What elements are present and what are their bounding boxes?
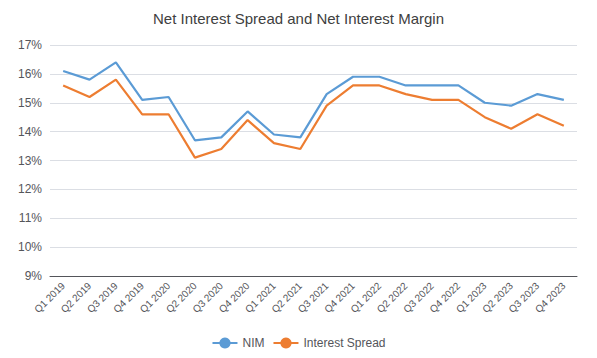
svg-text:11%: 11% [19, 211, 42, 225]
svg-text:9%: 9% [25, 269, 43, 283]
svg-text:Q2 2021: Q2 2021 [269, 280, 305, 315]
svg-text:Q1 2023: Q1 2023 [453, 280, 489, 315]
svg-text:Q2 2019: Q2 2019 [58, 280, 94, 315]
svg-text:Q4 2021: Q4 2021 [322, 280, 357, 315]
svg-text:Q4 2022: Q4 2022 [427, 280, 463, 315]
svg-text:NIM: NIM [242, 336, 264, 350]
svg-text:Interest Spread: Interest Spread [303, 336, 385, 350]
svg-text:Q3 2022: Q3 2022 [401, 280, 436, 315]
svg-text:Q4 2020: Q4 2020 [216, 280, 252, 315]
svg-text:Q1 2020: Q1 2020 [137, 280, 173, 315]
svg-text:14%: 14% [18, 125, 42, 139]
svg-text:10%: 10% [18, 240, 42, 254]
svg-text:Q2 2020: Q2 2020 [163, 280, 199, 315]
svg-text:13%: 13% [18, 154, 42, 168]
svg-text:Q1 2019: Q1 2019 [32, 280, 68, 315]
svg-text:17%: 17% [18, 38, 42, 52]
svg-text:Q4 2023: Q4 2023 [533, 280, 568, 315]
svg-text:Q3 2021: Q3 2021 [295, 280, 331, 315]
svg-text:Q3 2020: Q3 2020 [190, 280, 226, 315]
svg-text:Net Interest Spread and Net In: Net Interest Spread and Net Interest Mar… [153, 10, 444, 27]
svg-text:12%: 12% [18, 182, 42, 196]
svg-text:Q2 2022: Q2 2022 [374, 280, 410, 315]
svg-text:Q2 2023: Q2 2023 [480, 280, 515, 315]
svg-text:16%: 16% [18, 67, 42, 81]
svg-text:15%: 15% [18, 96, 42, 110]
svg-text:Q1 2021: Q1 2021 [243, 280, 278, 315]
svg-text:Q3 2023: Q3 2023 [506, 280, 542, 315]
svg-text:Q3 2019: Q3 2019 [84, 280, 120, 315]
svg-text:Q4 2019: Q4 2019 [111, 280, 147, 315]
svg-text:Q1 2022: Q1 2022 [348, 280, 384, 315]
